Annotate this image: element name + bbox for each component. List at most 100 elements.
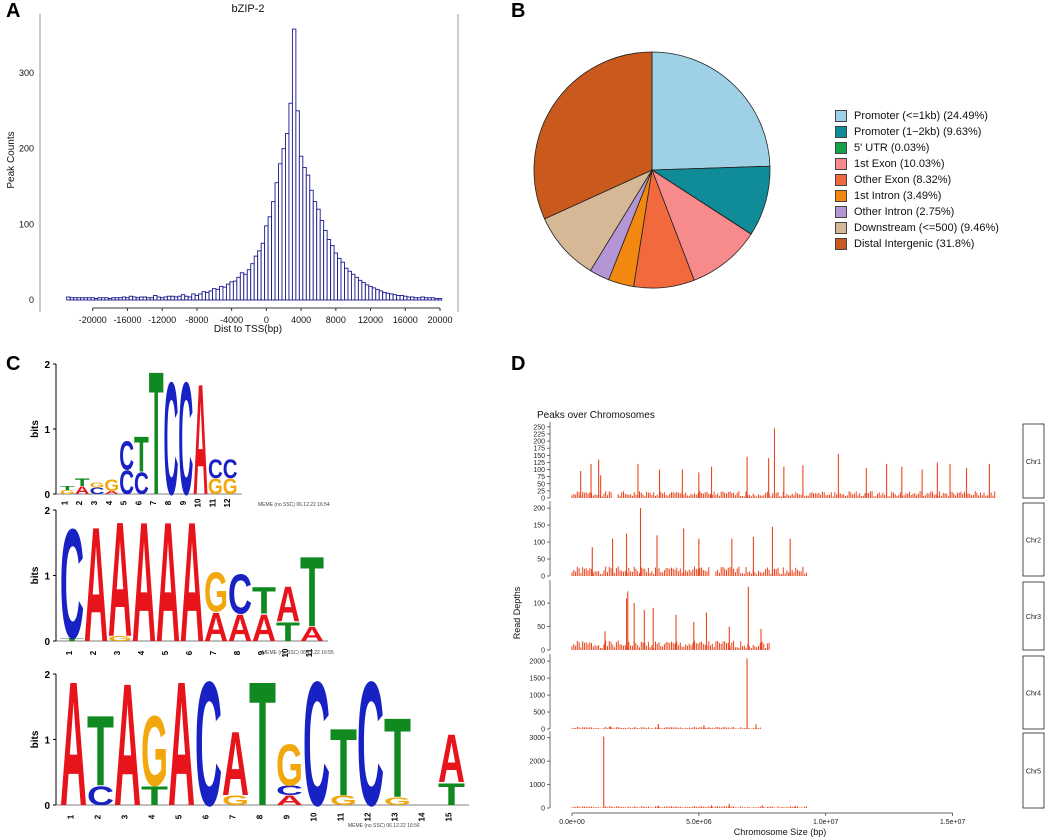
logo-position-number: 15: [445, 812, 454, 821]
histogram-bar: [319, 220, 325, 301]
histogram-bar: [423, 297, 429, 301]
logo-letter: T: [438, 776, 466, 812]
track-strip: [1022, 581, 1045, 651]
logo-position-number: 7: [149, 500, 158, 505]
logo-letter: T: [252, 580, 276, 623]
histogram-bar: [153, 295, 158, 301]
histogram-bar: [66, 296, 71, 301]
x-tick-label: 8000: [326, 315, 346, 325]
logo-letter: T: [60, 637, 85, 642]
logo-letter: C: [228, 563, 252, 626]
logo-letter: C: [178, 353, 193, 529]
logo-position-number: 8: [164, 500, 173, 505]
histogram-bar: [76, 297, 82, 301]
histogram-bar: [90, 297, 95, 301]
histogram-bar: [274, 182, 279, 301]
x-tick-label: 4000: [291, 315, 311, 325]
logo-position-number: 4: [105, 500, 114, 505]
track-y-tick-label: 0: [541, 727, 545, 734]
logo-letter: A: [276, 576, 300, 632]
logo-letter: A: [132, 486, 156, 677]
histogram-bar: [396, 295, 401, 301]
legend-swatch: [835, 222, 847, 234]
histogram-bar: [288, 102, 293, 301]
chromosome-x-tick-label: 1.0e+07: [813, 819, 839, 826]
panel-letter-b: B: [511, 0, 526, 22]
logo-position-number: 8: [256, 814, 265, 819]
histogram-bar: [427, 297, 432, 301]
logo-ylabel: bits: [30, 566, 41, 584]
logo-position-number: 3: [113, 650, 122, 655]
logo-y-tick-label: 0: [44, 801, 50, 812]
logo-letter: T: [149, 353, 164, 532]
histogram-bar: [73, 297, 78, 301]
logo-letter: A: [252, 607, 276, 650]
logo-position-number: 13: [391, 812, 400, 821]
chromosome-x-tick-label: 1.5e+07: [940, 819, 966, 826]
histogram-bar: [125, 297, 130, 301]
logo-y-tick-label: 0: [44, 637, 50, 648]
logo-letter: A: [222, 714, 249, 815]
x-tick-label: -16000: [113, 315, 141, 325]
chromosome-chart-title: Peaks over Chromosomes: [537, 410, 655, 421]
legend-label: Promoter (<=1kb) (24.49%): [854, 110, 988, 122]
pie-slice: [533, 51, 653, 220]
logo-position-number: 6: [134, 500, 143, 505]
histogram-bar: [104, 297, 109, 301]
histogram-bar: [128, 295, 134, 301]
histogram-bar: [232, 280, 238, 301]
logo-letter: A: [84, 493, 108, 675]
track-y-tick-label: 2000: [529, 659, 545, 666]
logo-y-tick-label: 1: [44, 572, 50, 583]
track-strip: [1022, 423, 1045, 499]
histogram-bar: [361, 282, 366, 301]
x-tick-label: 20000: [427, 315, 452, 325]
histogram-bar: [368, 285, 373, 301]
track-y-tick-label: 75: [537, 474, 545, 481]
track-y-tick-label: 1000: [529, 693, 545, 700]
logo-position-number: 6: [185, 650, 194, 655]
logo-position-number: 11: [305, 648, 314, 657]
chromosome-chart-ylabel: Read Depths: [512, 586, 522, 639]
logo-letter: A: [180, 486, 204, 677]
logo-letter: G: [384, 796, 411, 808]
logo-position-number: 10: [310, 812, 319, 821]
histogram-bar: [156, 296, 161, 301]
track-y-tick-label: 0: [541, 574, 545, 581]
track-y-tick-label: 100: [533, 467, 545, 474]
track-strip-label: Chr1: [1026, 459, 1041, 466]
track-y-tick-label: 225: [533, 431, 545, 438]
legend-item: Promoter (1−2kb) (9.63%): [835, 124, 999, 140]
track-y-tick-label: 250: [533, 424, 545, 431]
logo-letter: T: [134, 426, 149, 482]
legend-item: Promoter (<=1kb) (24.49%): [835, 108, 999, 124]
histogram-bar: [326, 239, 332, 301]
histogram-bar: [142, 296, 148, 301]
histogram-bar: [312, 201, 318, 301]
histogram-bar: [378, 290, 384, 301]
logo-credit: MEME (no SSC) 06.12.22 16:54: [258, 502, 330, 508]
histogram-bar: [135, 297, 141, 301]
logo-position-number: 9: [257, 650, 266, 655]
logo-y-tick-label: 0: [44, 490, 50, 501]
logo-letter: G: [204, 561, 228, 624]
logo-credit: MEME (no SSC) 06.12.22 16:56: [348, 823, 420, 829]
histogram-bar: [114, 297, 120, 301]
legend-item: Downstream (<=500) (9.46%): [835, 220, 999, 236]
logo-position-number: 10: [281, 648, 290, 657]
histogram-bar: [281, 148, 286, 301]
track-y-tick-label: 1500: [529, 676, 545, 683]
logo-letter: G: [108, 635, 132, 643]
logo-letter: T: [60, 485, 75, 491]
legend-swatch: [835, 238, 847, 250]
chromosome-chart-xlabel: Chromosome Size (bp): [734, 827, 827, 837]
x-tick-label: -4000: [220, 315, 243, 325]
panel-letter-c: C: [6, 353, 21, 375]
logo-letter: C: [276, 784, 303, 799]
track-strip-label: Chr3: [1026, 614, 1041, 621]
histogram-bar: [139, 296, 144, 301]
logo-letter: C: [303, 646, 330, 840]
legend-swatch: [835, 142, 847, 154]
track-y-tick-label: 200: [533, 439, 545, 446]
